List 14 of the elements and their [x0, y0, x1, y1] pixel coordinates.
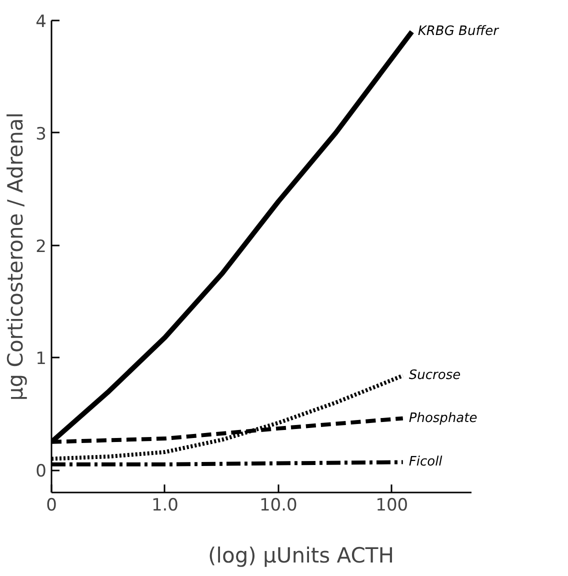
series-label: Ficoll — [408, 454, 443, 470]
y-tick-label: 2 — [36, 236, 47, 257]
series-label: Phosphate — [408, 410, 478, 426]
y-tick-label: 0 — [36, 462, 47, 482]
series-label: KRBG Buffer — [418, 24, 500, 40]
x-axis-title: (log) µUnits ACTH — [208, 544, 394, 568]
series-label: Sucrose — [408, 368, 461, 384]
x-tick-label: 100 — [376, 496, 408, 516]
y-tick-label: 4 — [36, 12, 47, 32]
y-tick-label: 3 — [36, 124, 47, 144]
y-axis-title: µg Corticosterone / Adrenal — [4, 112, 28, 401]
x-tick-label: 1.0 — [151, 496, 178, 516]
y-tick-label: 1 — [36, 349, 47, 370]
x-tick-label: 10.0 — [260, 496, 298, 516]
